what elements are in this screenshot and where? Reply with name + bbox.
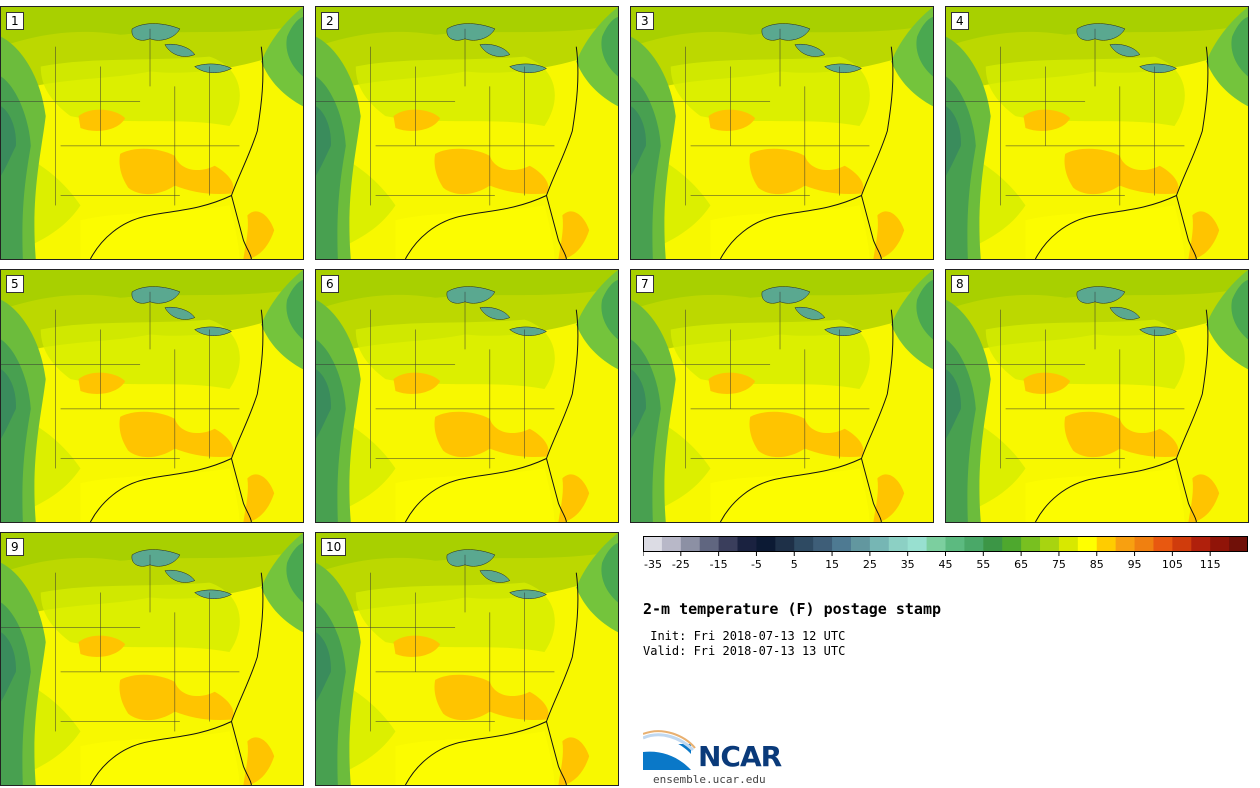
panel-number: 3 bbox=[636, 12, 654, 30]
postage-stamp-panel: 5 bbox=[0, 269, 304, 523]
colorbar-swatch bbox=[983, 536, 1003, 552]
colorbar-tick-label: -5 bbox=[751, 558, 762, 571]
colorbar-tick-label: 105 bbox=[1162, 558, 1183, 571]
postage-stamp-panel: 6 bbox=[315, 269, 619, 523]
panel-number: 6 bbox=[321, 275, 339, 293]
postage-stamp-panel: 2 bbox=[315, 6, 619, 260]
colorbar-swatch bbox=[737, 536, 757, 552]
colorbar-swatch bbox=[1210, 536, 1230, 552]
colorbar-swatch bbox=[661, 536, 682, 552]
panel-number: 10 bbox=[321, 538, 347, 556]
ncar-logo bbox=[643, 730, 696, 770]
colorbar-swatch bbox=[1021, 536, 1041, 552]
postage-stamp-panel: 1 bbox=[0, 6, 304, 260]
colorbar-swatch bbox=[1002, 536, 1022, 552]
colorbar-tick-label: 15 bbox=[825, 558, 839, 571]
postage-stamp-panel: 7 bbox=[630, 269, 934, 523]
colorbar-swatch bbox=[964, 536, 984, 552]
colorbar-tick-label: 65 bbox=[1014, 558, 1028, 571]
logo-url: ensemble.ucar.edu bbox=[653, 773, 766, 786]
colorbar-tick-label: 25 bbox=[863, 558, 877, 571]
valid-time: Valid: Fri 2018-07-13 13 UTC bbox=[643, 644, 846, 658]
colorbar-tick-label: 85 bbox=[1090, 558, 1104, 571]
colorbar-swatch bbox=[945, 536, 965, 552]
postage-stamp-panel: 4 bbox=[945, 6, 1249, 260]
colorbar-swatch bbox=[699, 536, 720, 552]
logo-name: NCAR bbox=[698, 740, 782, 773]
panel-number: 8 bbox=[951, 275, 969, 293]
colorbar-swatch bbox=[1229, 536, 1248, 552]
colorbar-swatch bbox=[794, 536, 814, 552]
colorbar-swatch bbox=[1058, 536, 1079, 552]
colorbar-border bbox=[643, 536, 1248, 552]
colorbar-swatch bbox=[888, 536, 909, 552]
colorbar-swatch bbox=[813, 536, 833, 552]
colorbar-swatch bbox=[775, 536, 795, 552]
colorbar-swatch bbox=[850, 536, 871, 552]
colorbar-swatch bbox=[1040, 536, 1060, 552]
panel-number: 5 bbox=[6, 275, 24, 293]
colorbar-tick-label: 35 bbox=[901, 558, 915, 571]
postage-stamp-panel: 8 bbox=[945, 269, 1249, 523]
colorbar-swatch bbox=[1191, 536, 1211, 552]
colorbar-tick-label: -35 bbox=[644, 558, 662, 571]
colorbar-swatch bbox=[1134, 536, 1154, 552]
colorbar-swatch bbox=[718, 536, 739, 552]
panel-number: 2 bbox=[321, 12, 339, 30]
colorbar-swatch bbox=[1115, 536, 1136, 552]
chart-title: 2-m temperature (F) postage stamp bbox=[643, 600, 942, 618]
colorbar-swatch bbox=[869, 536, 890, 552]
postage-stamp-panel: 3 bbox=[630, 6, 934, 260]
panel-number: 1 bbox=[6, 12, 24, 30]
temperature-colorbar: -35 -25 -15 -5 5 15 25 35 45 55 65 75 85 95 105 115 bbox=[643, 536, 1248, 571]
postage-stamp-panel: 9 bbox=[0, 532, 304, 786]
colorbar-swatch bbox=[926, 536, 946, 552]
colorbar-swatch bbox=[643, 536, 663, 552]
init-time: Init: Fri 2018-07-13 12 UTC bbox=[643, 629, 846, 643]
colorbar-swatch bbox=[1096, 536, 1117, 552]
postage-stamp-panel: 10 bbox=[315, 532, 619, 786]
colorbar-tick-label: 55 bbox=[976, 558, 990, 571]
colorbar-swatch bbox=[680, 536, 701, 552]
panel-number: 9 bbox=[6, 538, 24, 556]
colorbar-swatch bbox=[832, 536, 852, 552]
colorbar-tick-label: -25 bbox=[672, 558, 690, 571]
colorbar-swatch bbox=[1153, 536, 1173, 552]
colorbar-tick-label: 5 bbox=[791, 558, 798, 571]
colorbar-tick-label: 75 bbox=[1052, 558, 1066, 571]
colorbar-tick-label: 95 bbox=[1128, 558, 1142, 571]
panel-number: 4 bbox=[951, 12, 969, 30]
colorbar-swatch bbox=[1077, 536, 1098, 552]
colorbar-tick-label: 115 bbox=[1200, 558, 1221, 571]
colorbar-swatch bbox=[1172, 536, 1192, 552]
panel-number: 7 bbox=[636, 275, 654, 293]
colorbar-swatch bbox=[907, 536, 928, 552]
colorbar-tick-label: -15 bbox=[710, 558, 728, 571]
colorbar-swatch bbox=[756, 536, 776, 552]
colorbar-tick-label: 45 bbox=[939, 558, 953, 571]
